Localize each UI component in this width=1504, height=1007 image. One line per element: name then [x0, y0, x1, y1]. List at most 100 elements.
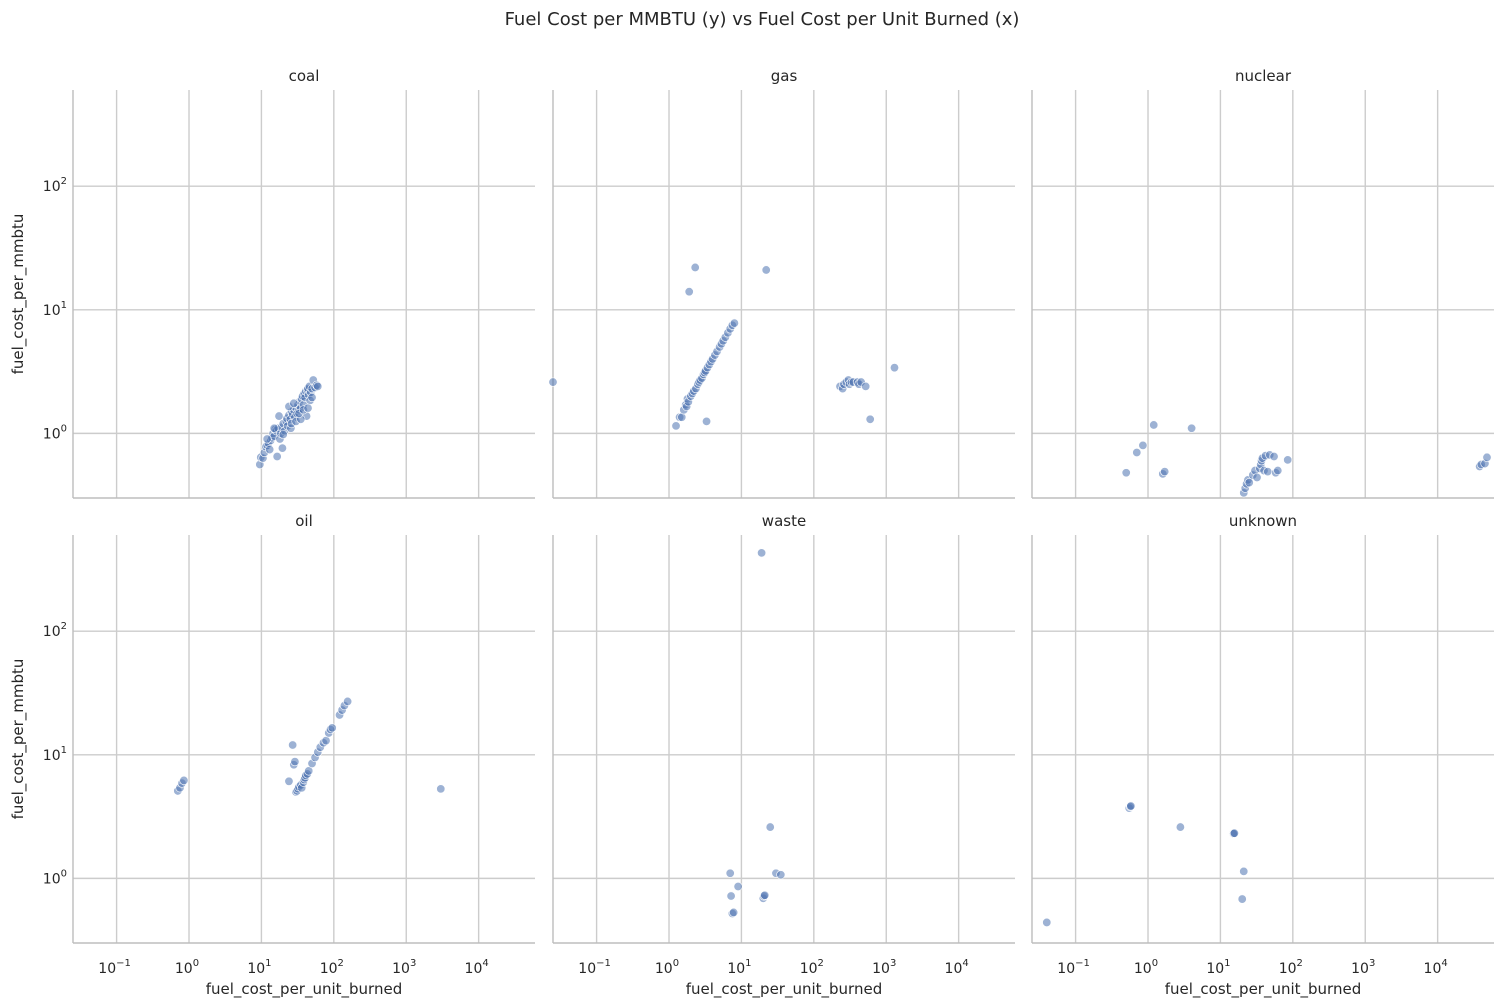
facet-waste: waste 10−1 100 101 102 103 104 fuel_cost_per_un…	[552, 512, 1015, 999]
x-axis-label: fuel_cost_per_unit_burned	[1165, 980, 1361, 999]
data-point	[1187, 423, 1197, 433]
data-point	[179, 775, 189, 785]
facet-title: gas	[771, 67, 798, 85]
data-point	[760, 890, 770, 900]
data-point	[776, 870, 786, 880]
data-point	[1239, 866, 1249, 876]
facets-layer: coal 100 101 102 fuel_cost_per_mmbtu gas nucle…	[9, 67, 1494, 999]
data-point	[284, 776, 294, 786]
data-point	[1263, 467, 1273, 477]
data-point	[702, 416, 712, 426]
data-point	[1252, 472, 1262, 482]
y-tick-label: 102	[43, 621, 67, 640]
data-point	[272, 451, 282, 461]
facet-unknown: unknown 10−1 100 101 102 103 104 fuel_cost_per_…	[1031, 512, 1494, 999]
x-tick-label: 104	[945, 958, 969, 977]
data-point	[1283, 455, 1293, 465]
data-point	[1126, 801, 1136, 811]
data-point	[729, 907, 739, 917]
data-point	[265, 445, 275, 455]
facet-coal: coal 100 101 102 fuel_cost_per_mmbtu	[9, 67, 535, 499]
x-tick-label: 100	[655, 958, 679, 977]
data-point	[1132, 448, 1142, 458]
x-tick-label: 10−1	[1057, 958, 1090, 977]
x-tick-label: 101	[1206, 958, 1230, 977]
y-tick-label: 101	[43, 745, 67, 764]
x-axis-label: fuel_cost_per_unit_burned	[686, 980, 882, 999]
data-point	[1237, 894, 1247, 904]
data-point	[304, 766, 314, 776]
x-tick-label: 101	[727, 958, 751, 977]
y-axis-label: fuel_cost_per_mmbtu	[9, 659, 28, 820]
data-point	[677, 412, 687, 422]
data-point	[436, 784, 446, 794]
data-point	[303, 403, 313, 413]
data-point	[865, 414, 875, 424]
data-point	[262, 434, 272, 444]
data-point	[288, 740, 298, 750]
data-point	[733, 881, 743, 891]
data-point	[269, 423, 279, 433]
data-point	[684, 287, 694, 297]
y-axis-label: fuel_cost_per_mmbtu	[9, 214, 28, 375]
data-point	[1482, 452, 1492, 462]
facet-nuclear: nuclear	[1031, 67, 1494, 499]
x-tick-label: 10−1	[98, 958, 131, 977]
x-tick-label: 101	[247, 958, 271, 977]
facet-title: unknown	[1229, 512, 1297, 530]
data-point	[548, 377, 558, 387]
data-point	[729, 318, 739, 328]
data-point	[671, 421, 681, 431]
data-point	[343, 696, 353, 706]
data-point	[1160, 467, 1170, 477]
data-point	[289, 398, 299, 408]
data-point	[725, 868, 735, 878]
data-point	[307, 393, 317, 403]
x-tick-label: 104	[1424, 958, 1448, 977]
data-point	[1244, 478, 1254, 488]
x-tick-label: 102	[320, 958, 344, 977]
x-tick-label: 100	[1134, 958, 1158, 977]
facet-gas: gas	[548, 67, 1015, 499]
x-tick-label: 102	[1279, 958, 1303, 977]
facet-oil: oil 100 101 102 fuel_cost_per_mmbtu 10−1 100 10…	[9, 512, 535, 999]
facet-title: nuclear	[1235, 67, 1292, 85]
data-point	[690, 262, 700, 272]
x-tick-label: 102	[800, 958, 824, 977]
data-point	[757, 548, 767, 558]
data-point	[1121, 468, 1131, 478]
facet-title: waste	[762, 512, 806, 530]
facet-title: oil	[295, 512, 313, 530]
data-point	[321, 736, 331, 746]
data-point	[726, 891, 736, 901]
data-point	[278, 429, 288, 439]
y-tick-label: 100	[43, 423, 67, 442]
x-tick-label: 103	[392, 958, 416, 977]
data-point	[290, 757, 300, 767]
x-tick-label: 100	[175, 958, 199, 977]
data-point	[861, 381, 871, 391]
x-axis-label: fuel_cost_per_unit_burned	[206, 980, 402, 999]
data-point	[313, 381, 323, 391]
data-point	[765, 822, 775, 832]
data-point	[889, 363, 899, 373]
data-point	[1273, 466, 1283, 476]
chart-title: Fuel Cost per MMBTU (y) vs Fuel Cost per…	[505, 9, 1020, 30]
data-point	[1269, 451, 1279, 461]
x-tick-label: 103	[1351, 958, 1375, 977]
x-tick-label: 10−1	[578, 958, 611, 977]
x-tick-label: 103	[872, 958, 896, 977]
facet-title: coal	[289, 67, 320, 85]
x-tick-label: 104	[465, 958, 489, 977]
data-point	[277, 443, 287, 453]
data-point	[274, 411, 284, 421]
data-point	[1042, 917, 1052, 927]
data-point	[1138, 440, 1148, 450]
y-tick-label: 102	[43, 176, 67, 195]
y-tick-label: 100	[43, 868, 67, 887]
y-tick-label: 101	[43, 300, 67, 319]
data-point	[1149, 420, 1159, 430]
data-point	[1229, 828, 1239, 838]
data-point	[761, 265, 771, 275]
